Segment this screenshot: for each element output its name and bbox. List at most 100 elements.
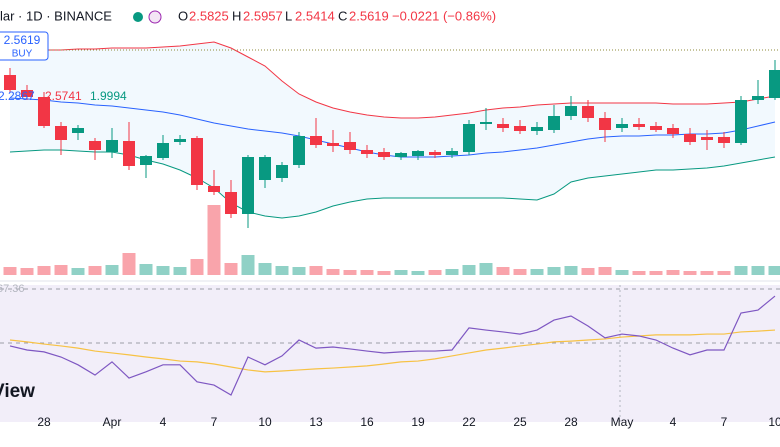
rsi-line	[9, 295, 776, 396]
candle-body	[106, 140, 118, 152]
volume-bar	[241, 255, 255, 275]
status-dot	[133, 12, 143, 22]
volume-bar	[564, 266, 578, 275]
watermark: View	[0, 381, 35, 402]
volume-bar	[20, 268, 34, 275]
candle-body	[72, 128, 84, 133]
candle-body	[395, 153, 407, 157]
x-tick-label: 28	[564, 415, 578, 429]
candle-body	[599, 118, 611, 130]
volume-bar	[3, 267, 17, 275]
volume-bar	[598, 267, 612, 275]
volume-bar	[326, 269, 340, 275]
candle-body	[293, 136, 305, 165]
volume-bar	[615, 270, 629, 275]
x-tick-label: 13	[309, 415, 323, 429]
buy-box[interactable]	[0, 31, 49, 61]
buy-price: 2.5619	[4, 33, 41, 47]
volume-bar	[768, 266, 780, 275]
volume-bar	[309, 266, 323, 275]
candle-body	[684, 134, 696, 142]
volume-bar	[394, 270, 408, 275]
volume-bar	[513, 269, 527, 275]
candle-body	[735, 100, 747, 143]
candle-body	[191, 138, 203, 185]
volume-bar	[156, 266, 170, 275]
candle-body	[21, 90, 33, 97]
bollinger-lower	[9, 149, 776, 219]
bollinger-upper	[10, 41, 776, 119]
volume-bar	[411, 271, 425, 275]
candle-body	[531, 127, 543, 131]
volume-bar	[530, 269, 544, 275]
candle-body	[38, 97, 50, 126]
ohlc-label: O	[178, 8, 188, 23]
volume-bar	[751, 266, 765, 275]
candle-body	[633, 124, 645, 127]
candle-body	[667, 128, 679, 134]
ohlc-label: L	[285, 8, 292, 23]
volume-bar	[581, 268, 595, 275]
x-tick-label: 10	[768, 415, 780, 429]
candle-body	[259, 157, 271, 180]
volume-bar	[479, 263, 493, 275]
candle-body	[616, 124, 628, 128]
ohlc-value: 2.5619	[349, 8, 389, 23]
volume-bar	[666, 270, 680, 275]
volume-bar	[700, 271, 714, 275]
volume-bar	[37, 266, 51, 275]
volume-bar	[190, 259, 204, 275]
volume-bar	[649, 271, 663, 275]
candle-body	[310, 136, 322, 145]
candle-body	[344, 142, 356, 150]
candle-body	[548, 116, 560, 130]
volume-bar	[275, 266, 289, 275]
bb-lower-value: 1.9994	[90, 89, 127, 103]
x-tick-label: 4	[160, 415, 167, 429]
volume-bar	[292, 267, 306, 275]
candle-body	[650, 126, 662, 130]
candle-body	[446, 151, 458, 155]
ohlc-value: 2.5414	[295, 8, 335, 23]
ohlc-value: 2.5825	[189, 8, 229, 23]
volume-bar	[343, 270, 357, 275]
candle-body	[242, 157, 254, 214]
x-tick-label: 28	[37, 415, 51, 429]
bb-upper-value: 2.5741	[45, 89, 82, 103]
candle-body	[276, 165, 288, 178]
symbol: lar · 1D · BINANCE	[0, 8, 112, 23]
candle-body	[361, 150, 373, 154]
x-tick-label: 19	[411, 415, 425, 429]
volume-bar	[173, 267, 187, 275]
candle-body	[497, 124, 509, 128]
volume-bar	[428, 270, 442, 275]
volume-bar	[224, 263, 238, 275]
x-tick-label: 16	[360, 415, 374, 429]
volume-bar	[139, 264, 153, 275]
volume-bar	[462, 265, 476, 275]
candle-body	[208, 186, 220, 192]
candle-body	[123, 141, 135, 166]
candle-body	[769, 70, 780, 98]
ohlc-label: H	[232, 8, 241, 23]
candle-body	[429, 152, 441, 155]
x-tick-label: 22	[462, 415, 476, 429]
bollinger-middle	[9, 97, 776, 158]
candle-body	[327, 143, 339, 146]
candle-body	[463, 124, 475, 152]
x-tick-label: 10	[258, 415, 272, 429]
rsi-ma	[9, 329, 776, 373]
candle-body	[752, 96, 764, 100]
volume-bar	[683, 271, 697, 275]
x-tick-label: 7	[721, 415, 728, 429]
share-icon[interactable]	[148, 10, 162, 24]
candle-body	[89, 141, 101, 150]
candle-body	[140, 156, 152, 165]
candle-body	[718, 137, 730, 143]
rsi-pane	[0, 285, 780, 422]
candle-body	[174, 139, 186, 142]
volume-bar	[258, 263, 272, 275]
candle-body	[4, 75, 16, 90]
volume-bar	[207, 205, 221, 275]
rsi-value: 67.36	[0, 283, 25, 295]
